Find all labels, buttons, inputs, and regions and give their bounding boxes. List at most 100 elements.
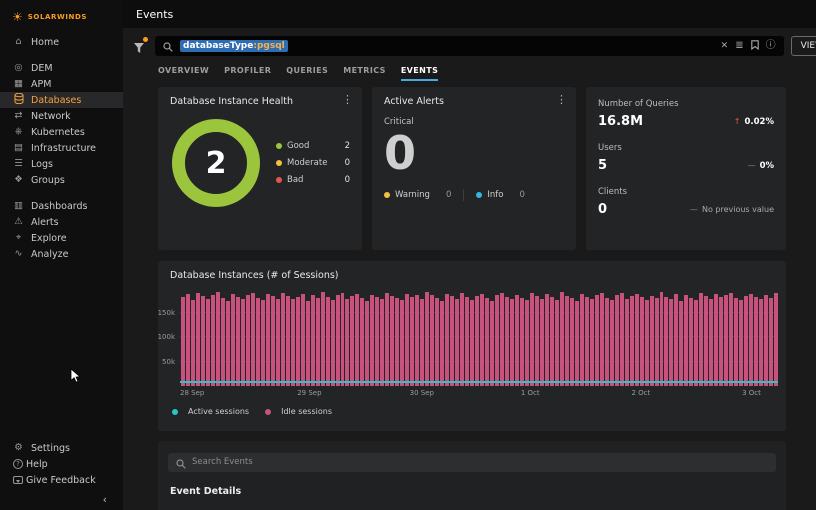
sidebar-item-explore[interactable]: ⌖ Explore	[0, 230, 123, 246]
health-donut-chart[interactable]: 2	[172, 119, 260, 207]
events-search-input[interactable]	[168, 452, 776, 472]
dem-icon: ◎	[14, 62, 23, 74]
sidebar-item-analyze[interactable]: ∿ Analyze	[0, 246, 123, 262]
stat-label: Number of Queries	[598, 99, 679, 109]
tab-overview[interactable]: OVERVIEW	[158, 66, 210, 75]
idle-session-bar	[440, 300, 445, 386]
sidebar-item-settings[interactable]: ⚙ Settings	[0, 440, 123, 456]
warning-dot-icon	[384, 192, 390, 199]
sidebar-item-dashboards[interactable]: ▥ Dashboards	[0, 198, 123, 214]
idle-session-bar	[355, 294, 360, 386]
filter-row: databaseType:pgsql ✕ ≣ ⓘ VIEW	[133, 36, 816, 56]
active-sessions-dot-icon	[172, 408, 178, 415]
idle-session-bar	[245, 295, 250, 386]
sidebar-item-logs[interactable]: ☰ Logs	[0, 156, 123, 172]
info-count: 0	[519, 190, 525, 201]
idle-session-bar	[470, 299, 475, 386]
sidebar-collapse-button[interactable]: ‹	[0, 488, 123, 510]
chart-x-labels: 28 Sep 29 Sep 30 Sep 1 Oct 2 Oct 3 Oct	[180, 389, 778, 400]
tab-queries[interactable]: QUERIES	[286, 66, 329, 75]
sidebar-item-alerts[interactable]: ⚠ Alerts	[0, 214, 123, 230]
sidebar-item-give-feedback[interactable]: Give Feedback	[0, 472, 123, 488]
idle-session-bar	[235, 296, 240, 386]
idle-session-bar	[754, 296, 759, 386]
idle-session-bar	[519, 297, 524, 386]
idle-session-bar	[285, 295, 290, 386]
idle-session-bar	[455, 299, 460, 386]
sidebar-item-label: Network	[31, 110, 71, 122]
sidebar-item-databases[interactable]: Databases	[0, 92, 123, 108]
x-tick-label: 29 Sep	[297, 389, 322, 397]
legend-label: Idle sessions	[281, 407, 332, 416]
idle-session-bar	[624, 298, 629, 386]
sidebar-item-label: Alerts	[31, 216, 59, 228]
search-icon	[163, 37, 173, 56]
card-title: Database Instance Health	[170, 96, 293, 107]
legend-item-good[interactable]: Good 2	[276, 141, 350, 151]
idle-session-bar	[495, 294, 499, 386]
query-token[interactable]: databaseType:pgsql	[180, 39, 288, 53]
idle-session-bar	[310, 294, 315, 386]
idle-session-bar	[325, 296, 330, 386]
y-tick-label: 100k	[157, 333, 175, 342]
sidebar-item-apm[interactable]: ▦ APM	[0, 76, 123, 92]
sidebar-item-dem[interactable]: ◎ DEM	[0, 60, 123, 76]
tab-events[interactable]: EVENTS	[400, 66, 439, 81]
legend-value: 0	[344, 158, 350, 168]
apm-icon: ▦	[14, 78, 23, 90]
bookmark-icon[interactable]	[750, 39, 759, 53]
stat-label: Clients	[598, 187, 628, 197]
legend-item-idle-sessions[interactable]: Idle sessions	[265, 407, 332, 416]
tab-metrics[interactable]: METRICS	[343, 66, 386, 75]
sidebar-item-home[interactable]: ⌂ Home	[0, 34, 123, 50]
tab-profiler[interactable]: PROFILER	[224, 66, 272, 75]
idle-session-bar	[634, 294, 639, 386]
idle-session-bar	[744, 295, 749, 386]
idle-session-bar	[529, 293, 534, 386]
idle-session-bar	[360, 297, 365, 386]
idle-session-bar	[385, 292, 390, 386]
solarwinds-logo[interactable]: ☀ SOLARWINDS	[0, 0, 123, 34]
idle-session-bar	[345, 298, 350, 386]
kebab-menu-icon[interactable]: ⋮	[342, 93, 353, 106]
idle-session-bar	[544, 294, 549, 386]
sidebar-item-label: Logs	[31, 158, 53, 170]
idle-sessions-bars[interactable]	[181, 291, 779, 386]
query-list-icon[interactable]: ≣	[735, 40, 744, 51]
idle-session-bar	[759, 299, 764, 386]
x-tick-label: 3 Oct	[742, 389, 761, 397]
sessions-chart[interactable]: 150k 100k 50k	[158, 291, 779, 386]
sidebar-item-groups[interactable]: ❖ Groups	[0, 172, 123, 188]
sidebar-item-infrastructure[interactable]: ▤ Infrastructure	[0, 140, 123, 156]
help-icon: ?	[13, 459, 23, 469]
idle-session-bar	[734, 298, 739, 386]
sidebar-divider	[0, 50, 123, 60]
chart-legend: Active sessions Idle sessions	[172, 407, 786, 416]
card-title: Active Alerts	[384, 96, 444, 107]
filter-funnel-icon[interactable]	[133, 37, 148, 53]
sidebar-item-network[interactable]: ⇄ Network	[0, 108, 123, 124]
view-button[interactable]: VIEW	[790, 36, 816, 56]
idle-session-bar	[749, 293, 754, 386]
idle-session-bar	[445, 294, 450, 386]
database-instance-health-card: Database Instance Health ⋮ 2 Good 2	[158, 87, 362, 250]
query-search-input[interactable]: databaseType:pgsql ✕ ≣ ⓘ	[155, 36, 784, 56]
sidebar-item-kubernetes[interactable]: ⎈ Kubernetes	[0, 124, 123, 140]
kebab-menu-icon[interactable]: ⋮	[556, 93, 567, 106]
kubernetes-icon: ⎈	[14, 126, 23, 138]
idle-session-bar	[564, 295, 569, 386]
idle-session-bar	[559, 292, 564, 386]
idle-session-bar	[574, 300, 579, 386]
legend-item-active-sessions[interactable]: Active sessions	[172, 407, 249, 416]
info-icon[interactable]: ⓘ	[765, 40, 776, 51]
idle-session-bar	[619, 293, 624, 386]
idle-session-bar	[599, 292, 604, 386]
legend-item-moderate[interactable]: Moderate 0	[276, 158, 350, 168]
sidebar-item-help[interactable]: ? Help	[0, 456, 123, 472]
legend-item-bad[interactable]: Bad 0	[276, 175, 350, 185]
idle-session-bar	[395, 298, 400, 386]
critical-label: Critical	[384, 117, 414, 127]
clear-query-icon[interactable]: ✕	[720, 40, 729, 51]
solarwinds-logo-icon: ☀	[12, 10, 23, 24]
idle-session-bar	[380, 299, 385, 386]
